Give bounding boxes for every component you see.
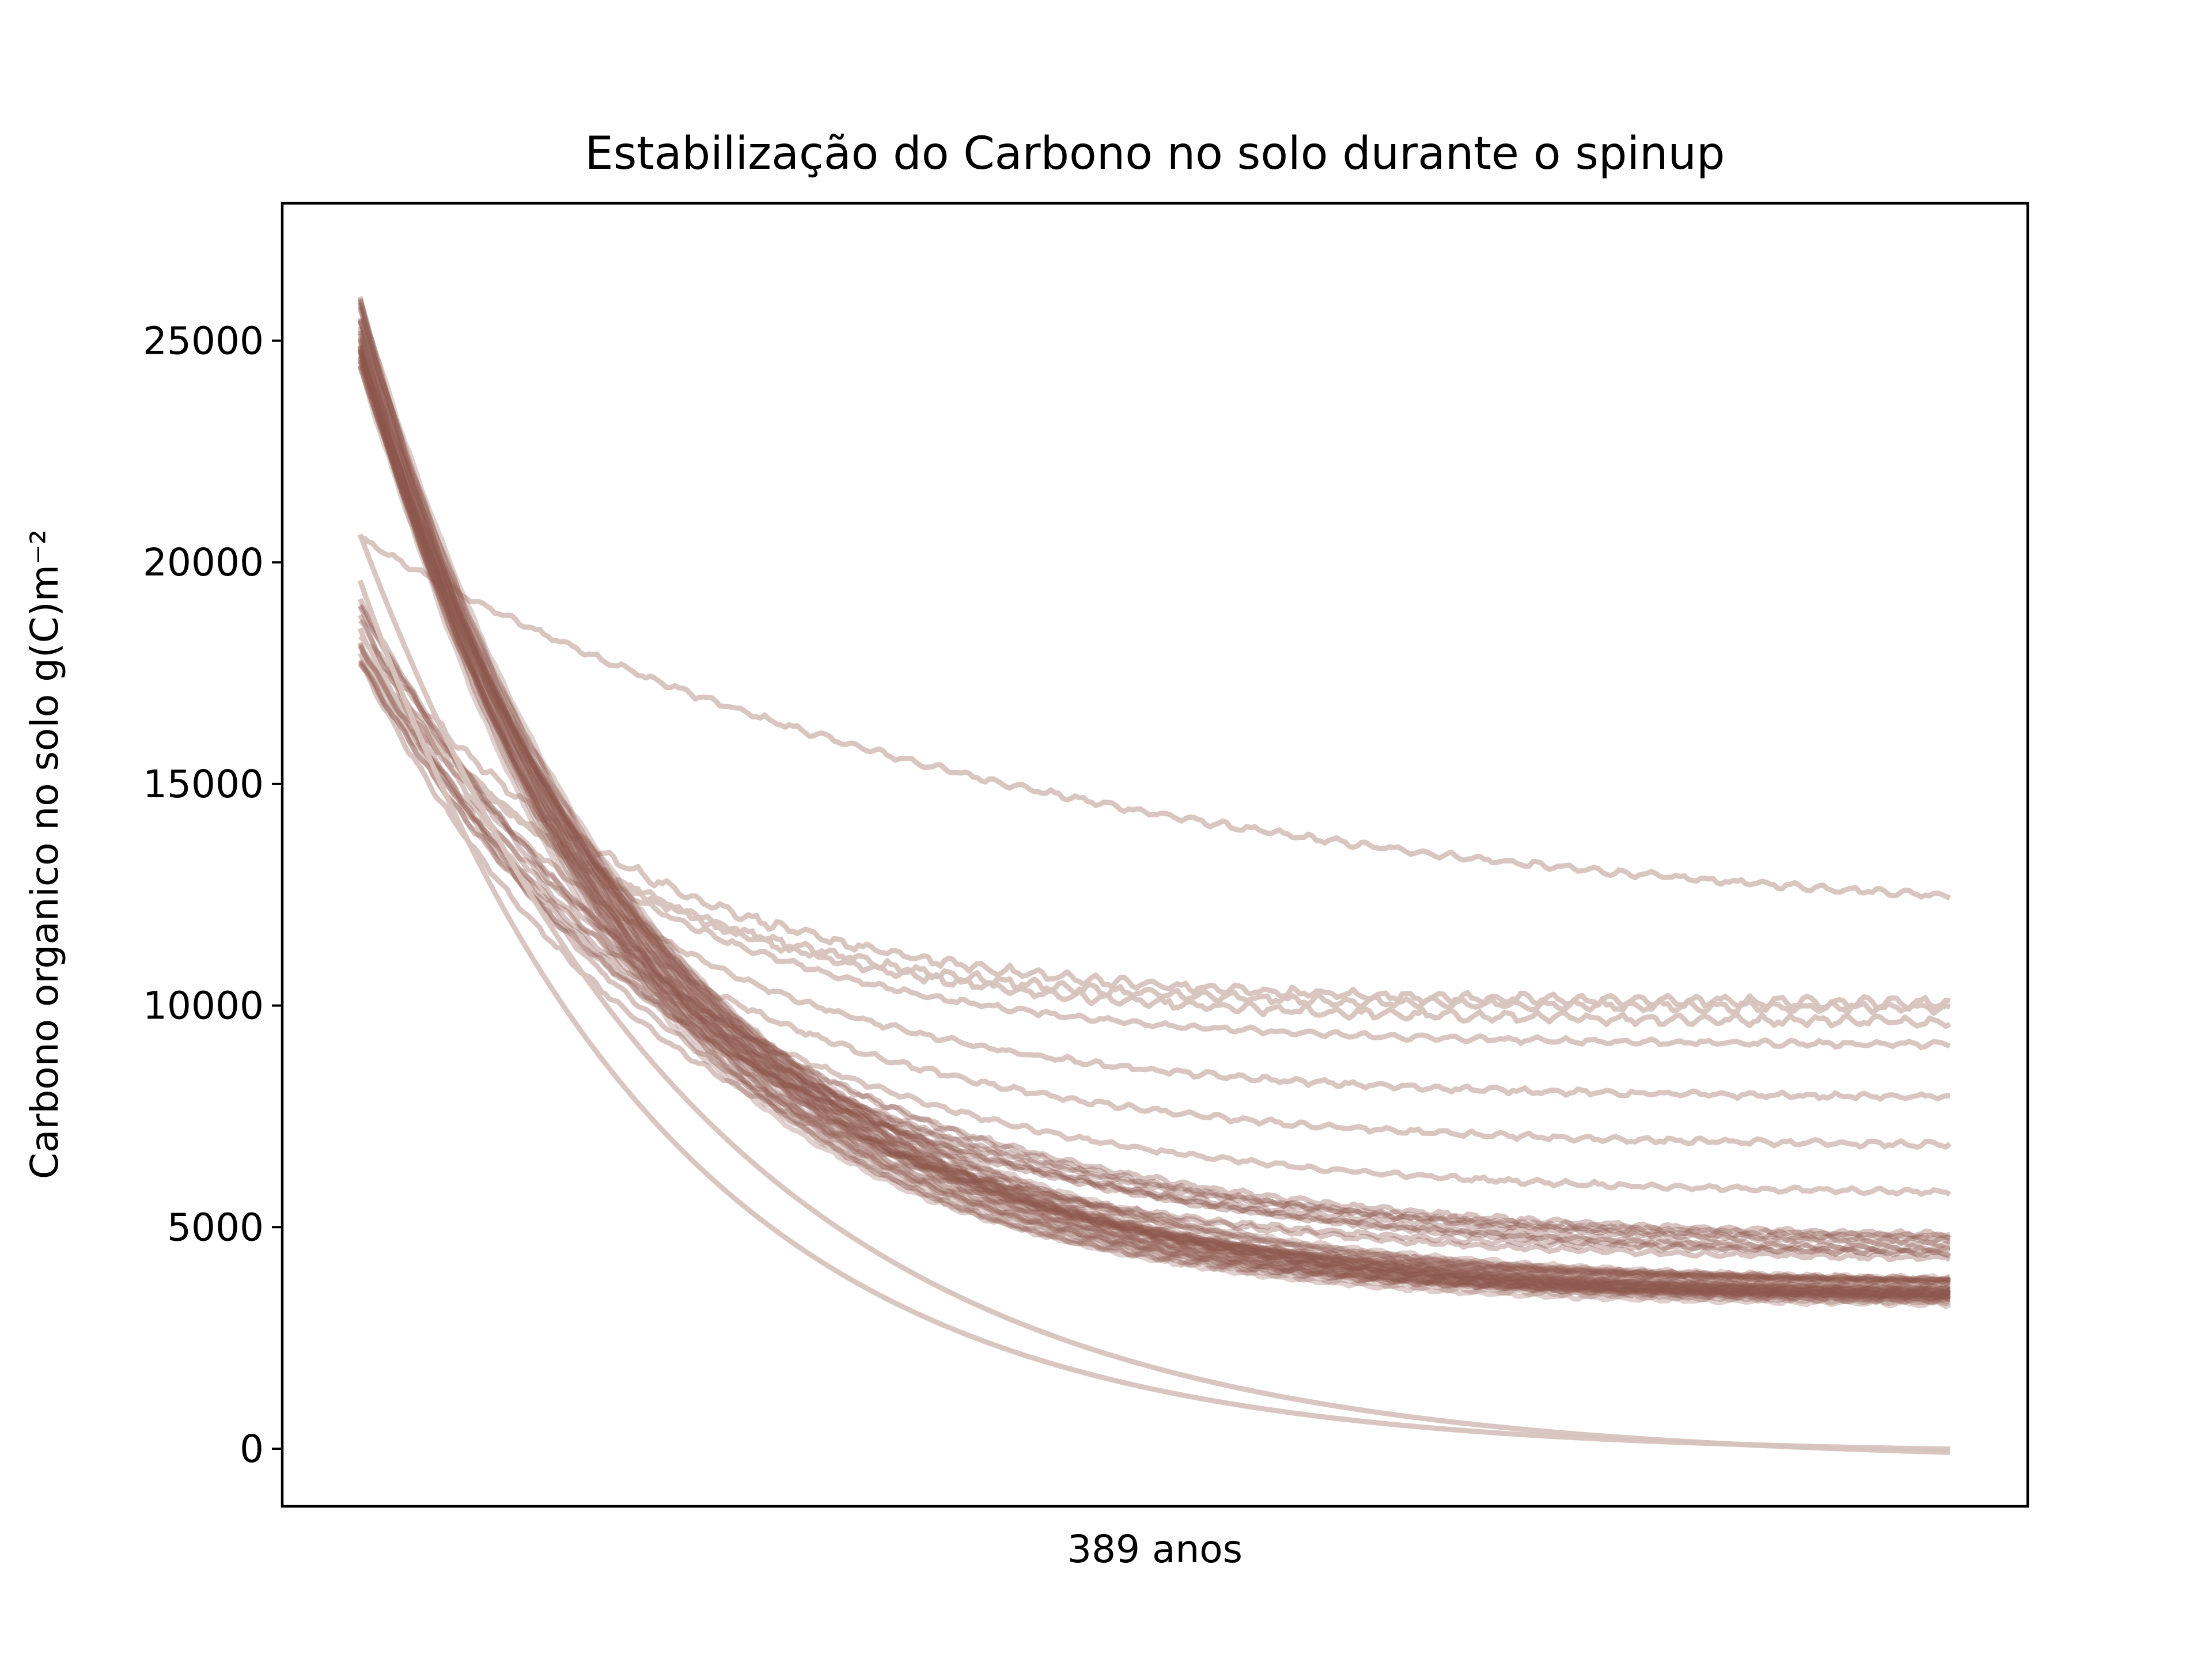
series-line: [358, 619, 1951, 1241]
series-line: [357, 349, 1951, 1285]
series-line: [357, 344, 1950, 1300]
series-line: [357, 306, 1950, 1301]
series-layer: [357, 296, 1952, 1455]
series-line: [357, 355, 1951, 1283]
series-line: [357, 297, 1951, 1302]
series-line: [357, 364, 1951, 1283]
series-line: [357, 344, 1951, 1306]
x-axis-label: 389 anos: [1067, 1527, 1243, 1571]
series-line: [357, 338, 1950, 1296]
series-line: [357, 579, 1950, 1452]
series-line: [357, 320, 1950, 1306]
y-tick-label: 5000: [167, 1205, 264, 1249]
series-line: [357, 301, 1951, 1294]
series-line: [357, 337, 1951, 1305]
series-line: [357, 340, 1950, 1298]
series-line: [357, 346, 1950, 1292]
series-line: [357, 349, 1950, 1300]
series-line: [357, 355, 1950, 1302]
series-line: [358, 613, 1951, 1263]
series-line: [357, 359, 1951, 1298]
series-line: [357, 356, 1952, 1286]
plot-frame: [281, 202, 2029, 1508]
series-line: [357, 332, 1951, 1303]
series-line: [357, 319, 1950, 1293]
series-line: [357, 317, 1951, 1293]
series-line: [357, 359, 1950, 1289]
series-line: [357, 306, 1951, 1293]
series-line: [357, 302, 1952, 1296]
series-line: [357, 329, 1950, 1298]
series-line: [358, 604, 1952, 1259]
series-line: [357, 346, 1950, 1301]
series-line: [358, 657, 1952, 1197]
series-line: [358, 652, 1952, 1150]
series-line: [357, 319, 1951, 1299]
series-line: [357, 366, 1952, 1283]
series-line: [357, 605, 1951, 1248]
series-line: [359, 535, 1951, 901]
series-line: [357, 350, 1951, 1296]
series-line: [358, 659, 1952, 1258]
series-line: [358, 645, 1950, 1256]
series-line: [357, 352, 1950, 1302]
series-line: [357, 533, 1950, 1455]
y-tick-label: 25000: [143, 319, 264, 363]
series-line: [357, 318, 1951, 1286]
series-line: [357, 298, 1952, 1286]
y-tick-label: 10000: [143, 984, 264, 1028]
y-tick-label: 0: [240, 1427, 264, 1471]
series-line: [358, 634, 1951, 1051]
y-tick-label: 20000: [143, 540, 264, 585]
series-line: [357, 336, 1950, 1306]
series-line: [357, 349, 1950, 1286]
series-line: [359, 650, 1951, 1029]
y-axis: 0 5000 10000 15000 20000 25000: [143, 319, 282, 1471]
series-line: [357, 329, 1952, 1300]
series-line: [357, 348, 1950, 1300]
series-line: [357, 360, 1951, 1286]
series-line: [357, 597, 1950, 1239]
y-tick-label: 15000: [143, 762, 264, 806]
series-line: [357, 641, 1950, 1102]
chart-title: Estabilização do Carbono no solo durante…: [585, 128, 1725, 180]
series-line: [358, 661, 1951, 1246]
series-line: [357, 325, 1951, 1309]
series-line: [357, 643, 1950, 1243]
series-line: [358, 662, 1950, 1254]
series-line: [357, 296, 1951, 1295]
series-line: [357, 299, 1952, 1285]
series-line: [357, 365, 1950, 1297]
y-axis-label: Carbono organico no solo g(C)m⁻²: [22, 529, 67, 1179]
